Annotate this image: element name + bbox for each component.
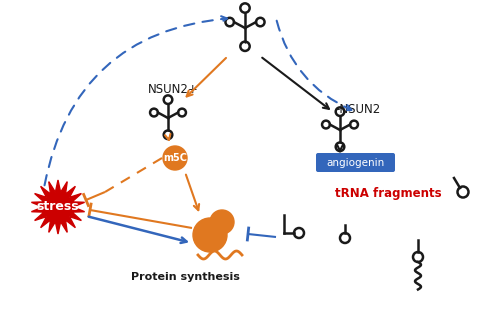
Circle shape bbox=[163, 146, 187, 170]
Text: m5C: m5C bbox=[163, 153, 187, 163]
FancyBboxPatch shape bbox=[316, 153, 395, 172]
Text: tRNA fragments: tRNA fragments bbox=[334, 187, 442, 199]
Circle shape bbox=[193, 218, 227, 252]
Polygon shape bbox=[32, 180, 84, 234]
Text: Protein synthesis: Protein synthesis bbox=[130, 272, 240, 282]
Circle shape bbox=[210, 210, 234, 234]
Text: -NSUN2: -NSUN2 bbox=[336, 103, 380, 116]
Text: NSUN2+: NSUN2+ bbox=[148, 83, 198, 96]
Text: angiogenin: angiogenin bbox=[326, 158, 384, 167]
Text: stress: stress bbox=[36, 201, 80, 214]
